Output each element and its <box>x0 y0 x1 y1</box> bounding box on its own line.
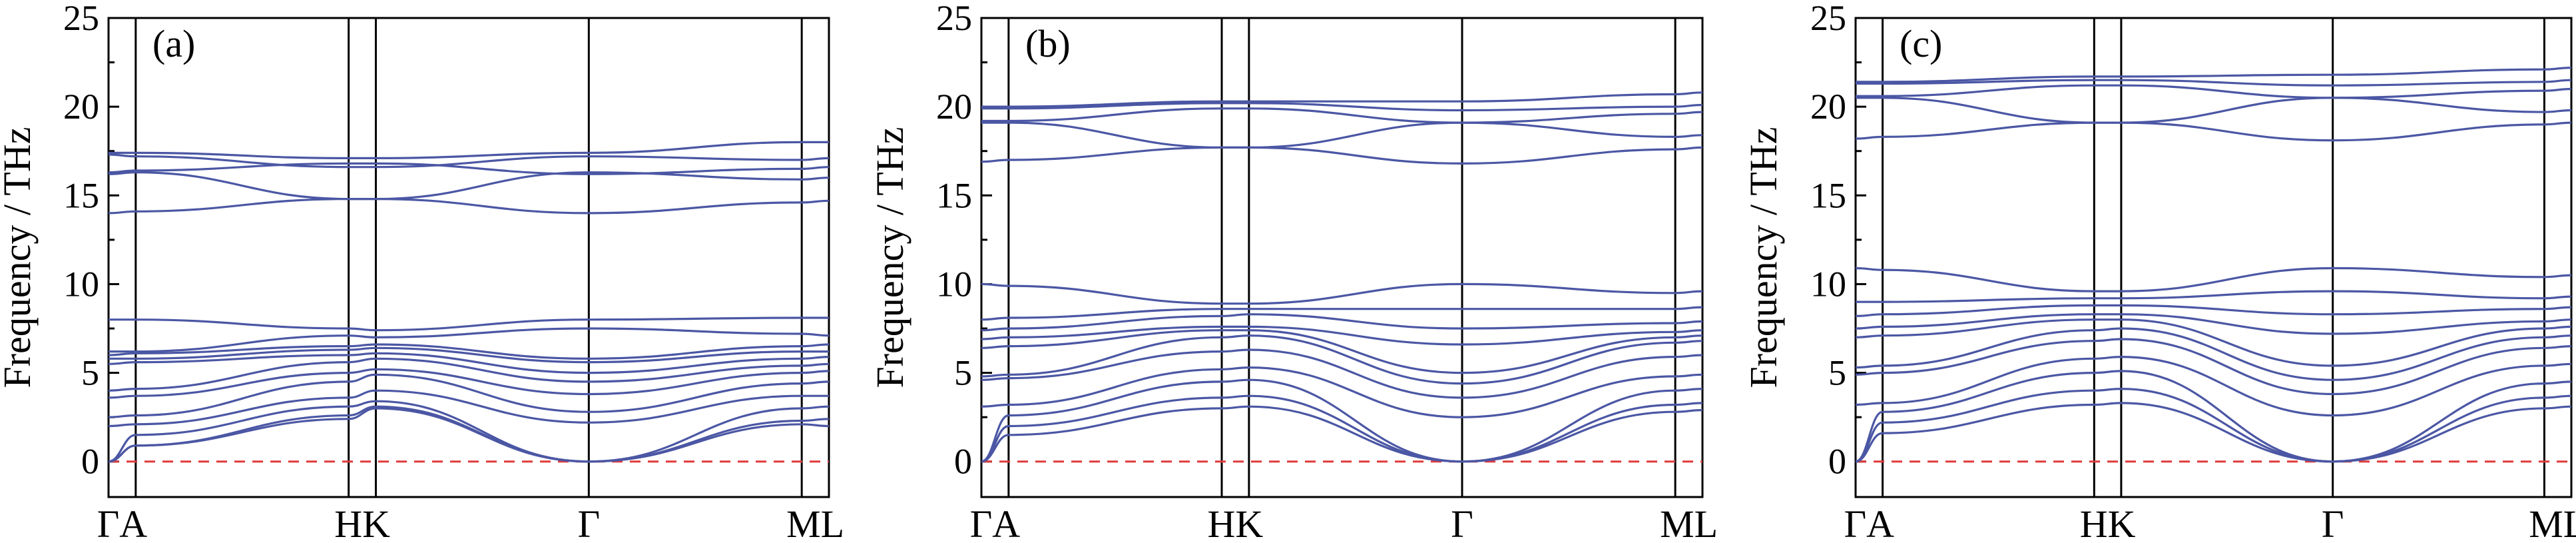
y-tick-label: 5 <box>81 353 99 393</box>
y-tick-label: 25 <box>63 0 99 38</box>
x-tick-label: Γ <box>578 502 601 543</box>
x-tick-label: HK <box>2080 502 2136 543</box>
phonon-band <box>108 153 830 169</box>
phonon-band <box>108 327 830 353</box>
x-tick-label: ML <box>2529 502 2576 543</box>
x-tick-label: ML <box>786 502 844 543</box>
panel-label: (a) <box>152 22 195 65</box>
y-tick-label: 25 <box>1810 0 1846 38</box>
phonon-band <box>981 378 1703 463</box>
phonon-band <box>108 405 830 463</box>
phonon-band <box>1855 402 2572 463</box>
phonon-bands <box>108 141 830 463</box>
phonon-band <box>108 171 830 201</box>
x-tick-label: ML <box>1660 502 1718 543</box>
panel-label: (c) <box>1900 22 1942 65</box>
panel-2: 0 5 10 15 20 25 Frequency / THz ΓA HK Γ ML (b) <box>868 0 1718 543</box>
y-tick-label: 20 <box>936 87 972 127</box>
phonon-band <box>109 141 829 160</box>
x-tick-label: ΓA <box>1844 502 1895 543</box>
x-tick-label: ΓA <box>970 502 1021 543</box>
phonon-band <box>108 357 830 392</box>
y-tick-label: 25 <box>936 0 972 38</box>
phonon-band <box>1855 313 2572 335</box>
plot-frame <box>980 17 1704 498</box>
phonon-band <box>1855 327 2572 381</box>
y-tick-label: 0 <box>81 442 99 482</box>
phonon-band <box>981 366 1703 418</box>
x-tick-label: Γ <box>2322 502 2344 543</box>
phonon-band <box>108 368 830 399</box>
phonon-bands <box>1855 67 2572 463</box>
phonon-band <box>981 146 1703 165</box>
phonon-band <box>981 405 1703 463</box>
phonon-band <box>981 313 1703 332</box>
phonon-band <box>981 325 1703 346</box>
y-axis-label: Frequency / THz <box>0 127 39 388</box>
phonon-band <box>108 316 830 332</box>
phonon-band <box>981 306 1703 321</box>
y-tick-label: 10 <box>63 264 99 304</box>
phonon-band <box>1855 121 2572 142</box>
phonon-band <box>981 348 1703 399</box>
phonon-band <box>981 91 1703 108</box>
y-tick-label: 0 <box>954 442 972 482</box>
y-tick-label: 10 <box>1810 264 1846 304</box>
phonon-band <box>1855 304 2572 317</box>
y-tick-label: 20 <box>1810 87 1846 127</box>
phonon-band <box>1856 79 2572 87</box>
y-tick-label: 15 <box>936 175 972 215</box>
x-tick-label: HK <box>334 502 390 543</box>
phonon-band <box>108 352 830 374</box>
phonon-band <box>1855 338 2572 396</box>
y-tick-label: 10 <box>936 264 972 304</box>
x-tick-label: HK <box>1208 502 1264 543</box>
y-tick-label: 15 <box>1810 175 1846 215</box>
phonon-band <box>1856 67 2572 83</box>
y-tick-label: 15 <box>63 175 99 215</box>
x-tick-label: ΓA <box>97 502 148 543</box>
y-axis-label: Frequency / THz <box>1742 127 1785 388</box>
plot-frame <box>1854 17 2573 498</box>
phonon-band <box>981 329 1703 374</box>
phonon-band <box>981 121 1703 149</box>
y-tick-label: 0 <box>1828 442 1846 482</box>
phonon-band <box>1855 387 2572 463</box>
panel-1: 0 5 10 15 20 25 Frequency / THz ΓA HK Γ ML (a) <box>0 0 844 543</box>
phonon-band <box>108 198 830 215</box>
phonon-band <box>1855 318 2572 367</box>
phonon-band <box>981 102 1703 112</box>
phonon-band <box>1855 84 2572 99</box>
panel-label: (b) <box>1025 22 1071 65</box>
y-axis-label: Frequency / THz <box>868 127 911 388</box>
phonon-band <box>108 343 830 360</box>
y-tick-label: 5 <box>1828 353 1846 393</box>
y-tick-label: 20 <box>63 87 99 127</box>
phonon-band <box>1855 370 2572 463</box>
x-tick-label: Γ <box>1451 502 1473 543</box>
plot-frame <box>107 17 830 498</box>
y-tick-label: 5 <box>954 353 972 393</box>
phonon-band <box>981 107 1703 124</box>
phonon-band <box>981 394 1703 463</box>
phonon-band <box>108 373 830 418</box>
phonon-band <box>981 282 1703 305</box>
phonon-band <box>981 334 1703 385</box>
phonon-band <box>108 389 829 428</box>
phonon-band <box>1855 97 2572 124</box>
phonon-band <box>108 162 830 175</box>
phonon-band <box>108 400 830 463</box>
panel-3: 0 5 10 15 20 25 Frequency / THz ΓA HK Γ ML (c) <box>1742 0 2576 543</box>
phonon-band <box>1856 290 2572 303</box>
phonon-band <box>1855 267 2572 292</box>
phonon-bands <box>981 91 1703 463</box>
phonon-band <box>1855 355 2572 417</box>
phonon-band <box>109 346 829 364</box>
